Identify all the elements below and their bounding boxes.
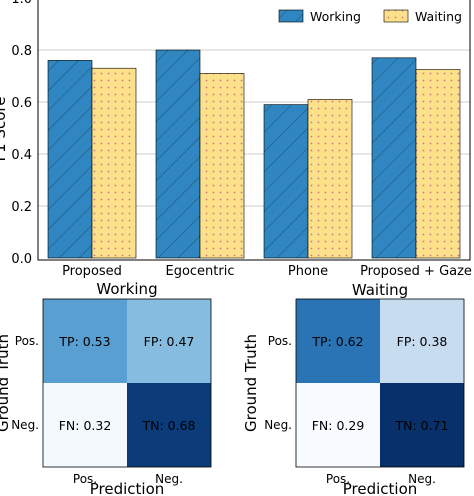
y-tick-label: 0.2 [11,200,32,215]
y-tick-label: Neg. [11,418,39,432]
bar-waiting-2 [307,99,353,259]
plot-frame [37,0,471,261]
bars [47,49,461,259]
matrix-cell-label: TN: 0.68 [141,418,195,433]
x-tick-label: Neg. [155,472,183,486]
matrix-frame [42,298,212,468]
x-tick-label: Proposed [62,264,122,279]
confusion-matrix-working: Working TP: 0.53 FP: 0.47 FN: 0.32 TN: 0.68 P… [0,280,212,496]
x-axis-label: Prediction [90,480,165,496]
matrix-cell-label: FN: 0.32 [59,418,112,433]
matrix-cell-label: FN: 0.29 [312,418,365,433]
matrix-cell [43,299,127,383]
x-axis-ticks: Proposed Egocentric Phone Proposed + Gaze [62,264,472,279]
x-tick-label: Egocentric [165,264,234,279]
matrix-cell [380,383,464,467]
matrix-cell-label: TP: 0.62 [311,334,363,349]
y-tick-label: 0.0 [11,252,32,267]
x-tick-label: Phone [288,264,328,279]
legend-label: Working [310,9,361,24]
matrix-cell [127,299,211,383]
matrix-cell-label: FP: 0.38 [397,334,448,349]
y-axis-ticks: 0.0 0.2 0.4 0.6 0.8 1.0 [11,0,32,267]
matrix-title: Waiting [352,281,408,299]
y-axis-label: Ground Truth [242,334,260,432]
x-tick-label: Neg. [408,472,436,486]
legend-item-working: Working [278,9,361,24]
bar-waiting-0 [91,67,137,259]
matrix-cell [380,299,464,383]
bar-working-0 [47,60,93,259]
y-axis-label: Ground Truth [0,334,12,432]
legend-label: Waiting [415,9,462,24]
matrix-title: Working [96,280,157,298]
bar-waiting-3 [415,69,461,259]
y-tick-label: Pos. [15,334,39,348]
x-tick-label: Pos. [326,472,350,486]
matrix-cell [296,299,380,383]
matrix-frame [295,298,465,468]
matrix-cell-label: TN: 0.71 [394,418,448,433]
y-tick-label: 0.8 [11,44,32,59]
matrix-cell-label: FP: 0.47 [144,334,195,349]
bar-working-1 [155,49,201,259]
x-tick-label: Proposed + Gaze [360,264,472,279]
bar-waiting-1 [199,73,245,259]
bar-working-3 [371,57,417,259]
confusion-matrix-waiting: Waiting TP: 0.62 FP: 0.38 FN: 0.29 TN: 0.71 P… [242,281,465,496]
legend: Working Waiting [278,9,462,24]
x-tick-label: Pos. [73,472,97,486]
bar-working-2 [263,104,309,259]
y-tick-label: 0.6 [11,96,32,111]
x-axis-label: Prediction [343,480,418,496]
y-axis-label: F1 Score [0,97,9,162]
matrix-cell [127,383,211,467]
matrix-cell-label: TP: 0.53 [58,334,110,349]
matrix-cell [43,383,127,467]
y-tick-label: 0.4 [11,148,32,163]
matrix-cell [296,383,380,467]
y-tick-label: Pos. [268,334,292,348]
y-tick-label: Neg. [264,418,292,432]
y-tick-label: 1.0 [11,0,32,7]
legend-item-waiting: Waiting [383,9,462,24]
bar-chart: 0.0 0.2 0.4 0.6 0.8 1.0 Proposed Egocentric Pho… [0,0,472,279]
